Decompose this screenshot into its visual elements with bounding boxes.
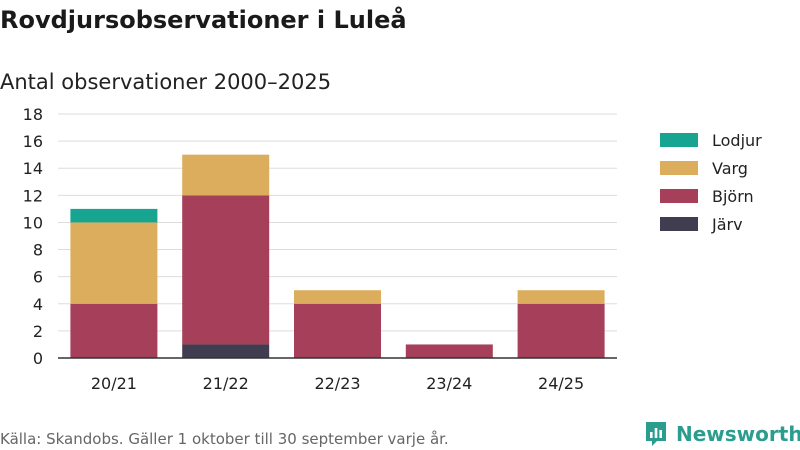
legend-swatch: [660, 133, 698, 147]
y-tick-label: 12: [23, 186, 43, 205]
x-tick-label: 23/24: [426, 374, 472, 393]
y-tick-label: 14: [23, 159, 43, 178]
legend-label: Järv: [711, 215, 743, 234]
legend-swatch: [660, 189, 698, 203]
bar-segment-bj-rn: [294, 303, 381, 358]
legend-item: Lodjur: [660, 131, 762, 150]
bar-segment-j-rv: [182, 344, 270, 358]
legend: Lodjur Varg Björn Järv: [660, 131, 762, 234]
x-tick-label: 22/23: [314, 374, 360, 393]
bar-segment-varg: [517, 290, 605, 304]
x-tick-label: 20/21: [91, 374, 137, 393]
bar-chart-logo-icon: [646, 422, 666, 446]
y-tick-label: 2: [33, 322, 43, 341]
x-axis-ticks: 20/21 21/22 22/23 23/24 24/25: [91, 374, 584, 393]
y-tick-label: 4: [33, 295, 43, 314]
legend-label: Björn: [712, 187, 754, 206]
brand-name: Newsworthy: [676, 422, 800, 446]
bar-segment-varg: [182, 154, 270, 196]
bar-segment-bj-rn: [70, 303, 158, 358]
bar-segment-varg: [70, 222, 158, 304]
y-tick-label: 18: [23, 105, 43, 124]
legend-swatch: [660, 161, 698, 175]
x-tick-label: 24/25: [538, 374, 584, 393]
x-tick-label: 21/22: [203, 374, 249, 393]
legend-item: Björn: [660, 187, 754, 206]
legend-item: Järv: [660, 215, 743, 234]
source-note: Källa: Skandobs. Gäller 1 oktober till 3…: [0, 430, 449, 448]
bars: [70, 154, 605, 358]
y-tick-label: 0: [33, 349, 43, 368]
chart-subtitle: Antal observationer 2000–2025: [0, 70, 332, 94]
y-axis-ticks: 0 2 4 6 8 10 12 14 16 18: [23, 105, 43, 368]
bar-segment-bj-rn: [517, 303, 605, 358]
y-tick-label: 16: [23, 132, 43, 151]
bar-segment-varg: [294, 290, 381, 304]
legend-label: Varg: [712, 159, 748, 178]
y-tick-label: 10: [23, 213, 43, 232]
y-tick-label: 8: [33, 241, 43, 260]
brand-logo: Newsworthy: [644, 420, 800, 448]
page-title: Rovdjursobservationer i Luleå: [0, 6, 407, 34]
legend-swatch: [660, 217, 698, 231]
legend-item: Varg: [660, 159, 748, 178]
bar-segment-bj-rn: [182, 195, 270, 345]
bar-segment-bj-rn: [405, 344, 493, 358]
stacked-bar-chart: 0 2 4 6 8 10 12 14 16 18 20/21 21/22 22/23 23/24 24/2…: [23, 105, 763, 393]
y-tick-label: 6: [33, 268, 43, 287]
legend-label: Lodjur: [712, 131, 762, 150]
bar-segment-lodjur: [70, 208, 158, 223]
